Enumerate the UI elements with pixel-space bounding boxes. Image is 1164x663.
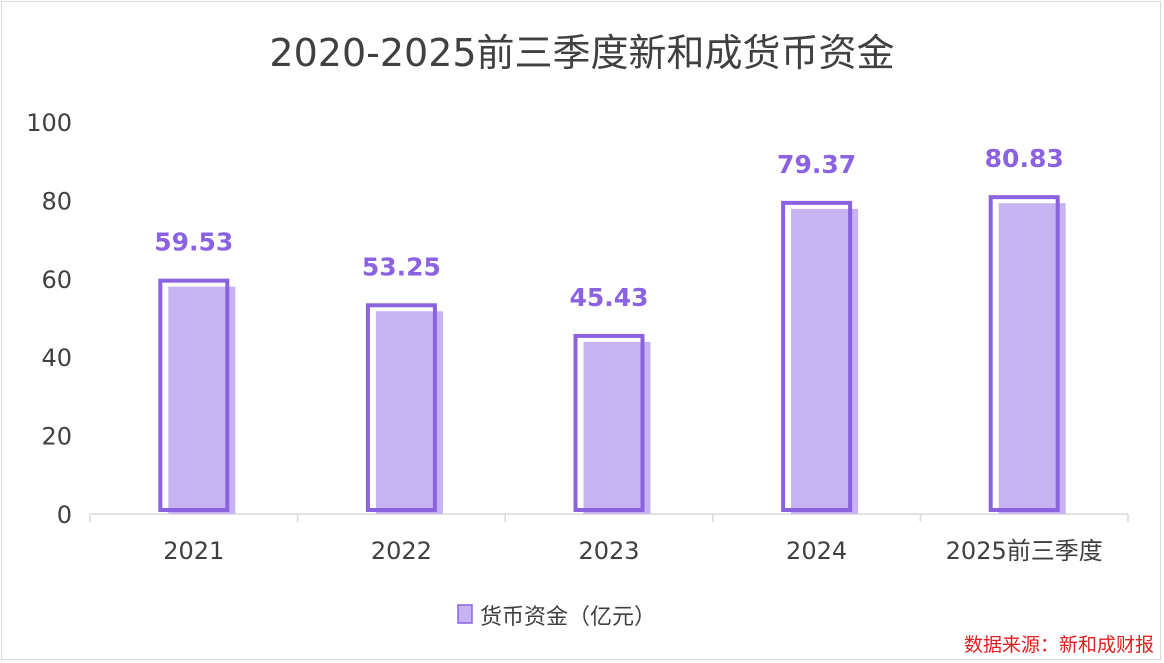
bar <box>573 333 645 512</box>
data-label: 80.83 <box>985 144 1064 173</box>
bar-fill <box>583 341 651 514</box>
x-tick-label: 2022 <box>371 537 432 565</box>
x-tick-label: 2023 <box>578 537 639 565</box>
bar-series: 59.53 53.25 45.43 79.37 80.83 <box>154 144 1066 514</box>
bar-fill <box>168 286 236 514</box>
y-tick-label: 40 <box>41 344 72 372</box>
y-tick-label: 20 <box>41 423 72 451</box>
x-axis: 2021 2022 2023 2024 2025前三季度 <box>89 513 1129 565</box>
y-tick-label: 100 <box>26 109 72 137</box>
bar <box>158 278 230 512</box>
x-tick-label: 2024 <box>786 537 847 565</box>
x-tick-label: 2025前三季度 <box>946 537 1103 565</box>
bar-fill <box>998 203 1066 514</box>
bar <box>781 200 853 512</box>
chart-title: 2020-2025前三季度新和成货币资金 <box>269 31 894 75</box>
source-note: 数据来源：新和成财报 <box>964 634 1154 656</box>
y-tick-label: 0 <box>57 501 72 529</box>
data-label: 79.37 <box>777 150 856 179</box>
data-label: 59.53 <box>154 228 233 257</box>
data-label: 45.43 <box>569 283 648 312</box>
legend-swatch <box>457 604 473 624</box>
legend: 货币资金（亿元） <box>457 604 656 630</box>
x-tick-label: 2021 <box>163 537 224 565</box>
bar-fill <box>375 311 443 514</box>
bar-fill <box>791 208 859 514</box>
y-tick-label: 60 <box>41 266 72 294</box>
y-tick-label: 80 <box>41 187 72 215</box>
data-label: 53.25 <box>362 252 441 281</box>
bar <box>988 195 1060 512</box>
bar <box>365 303 437 513</box>
legend-label: 货币资金（亿元） <box>480 605 656 630</box>
y-axis: 0 20 40 60 80 100 <box>26 109 72 529</box>
